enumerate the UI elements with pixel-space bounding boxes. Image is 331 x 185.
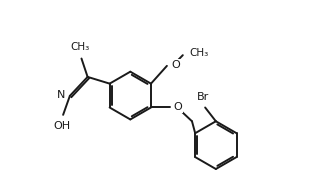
Text: CH₃: CH₃ bbox=[70, 42, 90, 52]
Text: Br: Br bbox=[197, 92, 209, 102]
Text: CH₃: CH₃ bbox=[189, 48, 208, 58]
Text: OH: OH bbox=[53, 121, 70, 131]
Text: O: O bbox=[171, 60, 180, 70]
Text: O: O bbox=[174, 102, 182, 112]
Text: N: N bbox=[57, 90, 65, 100]
